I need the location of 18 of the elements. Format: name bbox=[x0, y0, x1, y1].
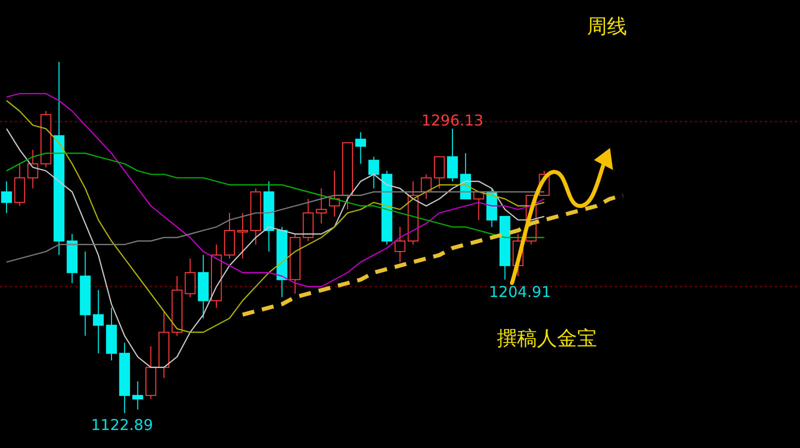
annotation: 1204.91 bbox=[488, 283, 552, 301]
text: 1122.89 bbox=[90, 416, 154, 434]
candlestick bbox=[394, 226, 406, 263]
candlestick bbox=[355, 132, 366, 164]
candlestick bbox=[447, 128, 458, 182]
candlestick bbox=[1, 180, 12, 214]
chart-title: 周线 bbox=[587, 14, 627, 38]
candlestick bbox=[132, 380, 144, 410]
candlestick bbox=[368, 156, 380, 189]
annotation: 撰稿人金宝 bbox=[497, 326, 597, 350]
candlestick bbox=[237, 212, 248, 260]
candlestick bbox=[329, 170, 340, 217]
candlestick bbox=[434, 156, 445, 189]
candlestick bbox=[316, 188, 327, 224]
candlestick bbox=[27, 149, 38, 189]
candlestick bbox=[184, 258, 196, 298]
candlestick bbox=[92, 290, 104, 354]
annotation: 1296.13 bbox=[421, 112, 484, 130]
